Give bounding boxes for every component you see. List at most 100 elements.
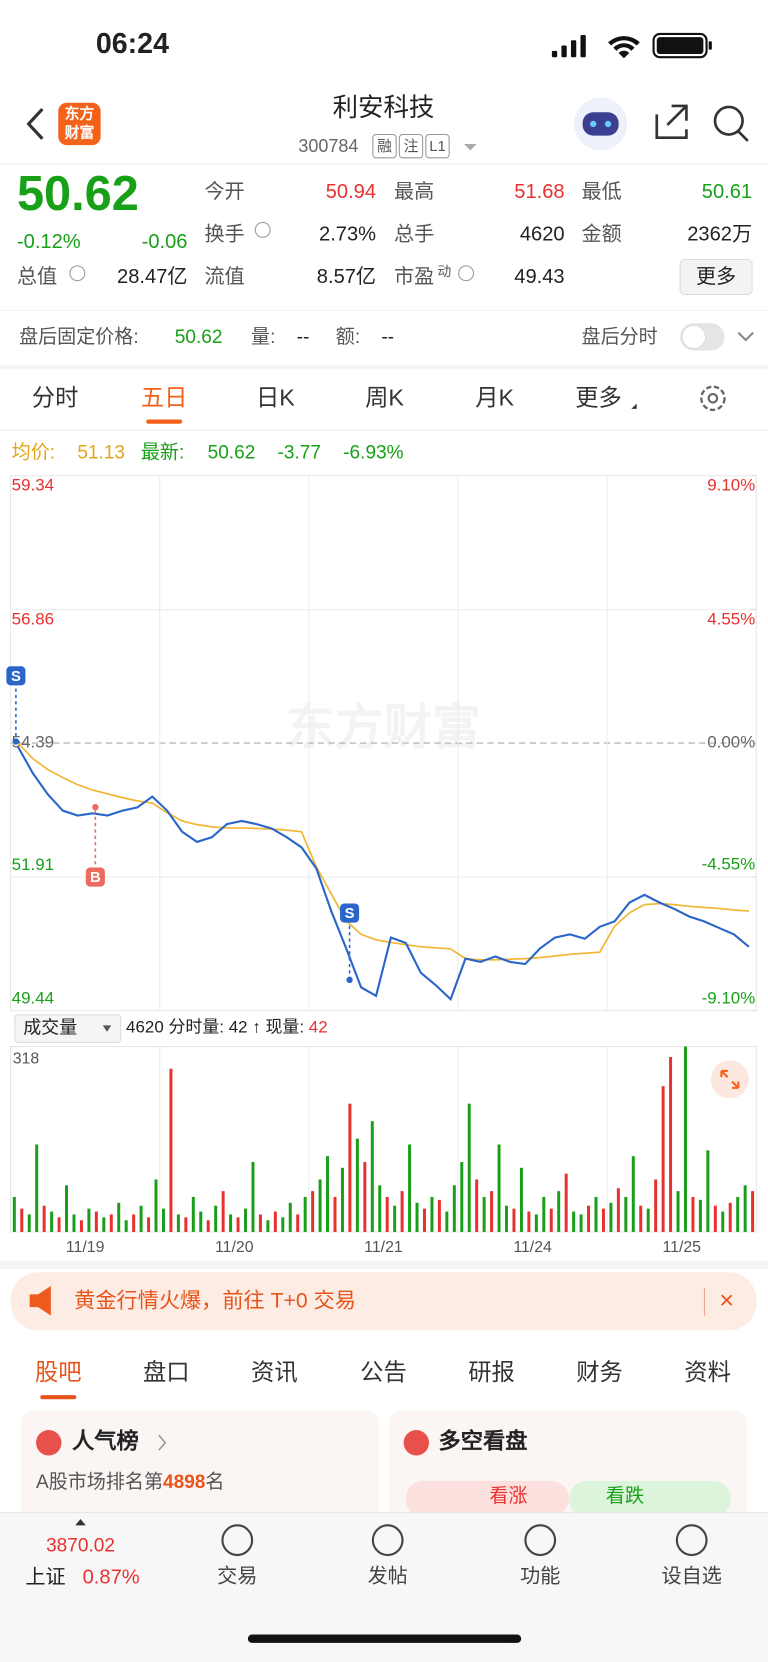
volume-bar xyxy=(751,1191,755,1232)
nav-icon[interactable] xyxy=(675,1524,708,1557)
volume-bar xyxy=(79,1220,83,1232)
volume-bar xyxy=(482,1196,486,1232)
volume-bar xyxy=(534,1214,538,1232)
section-tab[interactable]: 资讯 xyxy=(251,1359,298,1385)
annotation-badge xyxy=(85,867,105,887)
card-title: 多空看盘 xyxy=(439,1428,528,1454)
divider xyxy=(0,1260,768,1270)
chart-tab[interactable]: 分时 xyxy=(32,385,79,411)
volume-bar xyxy=(616,1188,620,1232)
nav-label[interactable]: 发帖 xyxy=(368,1565,408,1588)
volume-bar xyxy=(430,1196,434,1232)
volume-bar xyxy=(579,1214,583,1232)
expand-arrow[interactable] xyxy=(737,331,754,342)
logo-text: 财富 xyxy=(65,123,95,141)
nav-icon[interactable] xyxy=(221,1524,254,1557)
last-label: 最新: xyxy=(141,441,184,463)
volume-bar xyxy=(639,1205,643,1232)
nav-icon[interactable] xyxy=(371,1524,404,1557)
volume-bar xyxy=(20,1208,24,1232)
index-value[interactable]: 3870.02 xyxy=(46,1536,115,1557)
volume-bar xyxy=(281,1217,285,1232)
section-tab[interactable]: 公告 xyxy=(360,1359,407,1385)
section-tab[interactable]: 盘口 xyxy=(143,1359,190,1385)
section-tab[interactable]: 研报 xyxy=(468,1359,515,1385)
section-tab[interactable]: 资料 xyxy=(684,1359,731,1385)
info-icon[interactable] xyxy=(69,265,86,282)
chart-tab[interactable]: 日K xyxy=(256,385,295,411)
fullscreen-button[interactable] xyxy=(710,1060,749,1099)
chart-tab[interactable]: 更多 xyxy=(575,385,622,411)
volume-bar xyxy=(27,1214,31,1232)
volume-bar xyxy=(139,1205,143,1232)
nav-label[interactable]: 设自选 xyxy=(662,1565,722,1588)
volume-bar xyxy=(221,1191,225,1232)
volume-bar xyxy=(161,1208,165,1232)
after-hours-toggle-label: 盘后分时 xyxy=(582,326,658,348)
volume-frame xyxy=(10,1046,757,1233)
share-button[interactable] xyxy=(655,104,688,140)
chart-tab[interactable]: 月K xyxy=(475,385,514,411)
badge xyxy=(425,133,450,159)
volume-bar xyxy=(713,1205,717,1232)
volume-bar xyxy=(266,1220,270,1232)
field-label: 今开 xyxy=(204,180,244,203)
chart-tab[interactable]: 周K xyxy=(365,385,404,411)
nav-label[interactable]: 功能 xyxy=(520,1565,560,1588)
y2-tick-label: -4.55% xyxy=(702,855,756,874)
avg-value: 51.13 xyxy=(77,442,125,463)
field-label: 总值 xyxy=(17,265,57,288)
stock-title: 利安科技 xyxy=(333,94,435,122)
volume-total: 4620 xyxy=(126,1018,164,1037)
volume-bar xyxy=(370,1121,374,1232)
bull-button[interactable] xyxy=(405,1480,569,1517)
last-change: -3.77 xyxy=(278,442,321,463)
card[interactable] xyxy=(21,1410,380,1528)
code-dropdown[interactable] xyxy=(463,144,477,151)
promo-banner[interactable] xyxy=(10,1272,757,1331)
volume-bar xyxy=(572,1211,576,1232)
volume-bar xyxy=(206,1220,210,1232)
y-tick-label: 59.34 xyxy=(12,476,54,495)
volume-selector[interactable] xyxy=(14,1014,122,1043)
annotation-dot xyxy=(12,738,20,745)
bear-button[interactable] xyxy=(568,1480,731,1517)
stock-code: 300784 xyxy=(298,136,358,156)
info-icon[interactable] xyxy=(458,265,475,282)
status-icons xyxy=(551,32,712,59)
field-value: 2.73% xyxy=(319,223,376,245)
field-value: 4620 xyxy=(520,223,565,245)
volume-bar xyxy=(214,1205,218,1232)
field-value: 50.61 xyxy=(702,181,752,203)
search-button[interactable] xyxy=(713,105,744,136)
section-tab[interactable]: 财务 xyxy=(576,1359,623,1385)
back-button[interactable] xyxy=(26,108,44,140)
index-name: 上证 xyxy=(25,1566,65,1589)
nav-icon[interactable] xyxy=(524,1524,557,1557)
volume-bar xyxy=(549,1208,553,1232)
banner-close[interactable]: × xyxy=(719,1287,734,1315)
section-tab[interactable]: 股吧 xyxy=(35,1359,82,1385)
badge xyxy=(372,133,397,159)
volume-bar xyxy=(57,1217,61,1232)
tab-underline xyxy=(146,419,183,424)
nav-label[interactable]: 交易 xyxy=(217,1565,257,1588)
y2-tick-label: 4.55% xyxy=(707,609,755,628)
volume-bar xyxy=(236,1217,240,1232)
volume-bar xyxy=(437,1199,441,1232)
volume-bar xyxy=(385,1196,389,1232)
volume-bar xyxy=(303,1196,307,1232)
field-label: 最高 xyxy=(394,180,434,203)
card-title: 人气榜 xyxy=(72,1428,139,1454)
volume-bar xyxy=(318,1179,322,1232)
x-tick-label: 11/24 xyxy=(513,1239,552,1256)
chart-tab[interactable]: 五日 xyxy=(141,385,188,411)
more-button[interactable] xyxy=(679,258,753,296)
settings-icon[interactable] xyxy=(700,385,726,412)
rank-text: A股市场排名第4898名 xyxy=(36,1471,224,1493)
volume-bar xyxy=(683,1046,687,1232)
info-icon[interactable] xyxy=(254,221,271,238)
annotation-dot xyxy=(92,803,99,811)
volume-bar xyxy=(594,1196,598,1232)
